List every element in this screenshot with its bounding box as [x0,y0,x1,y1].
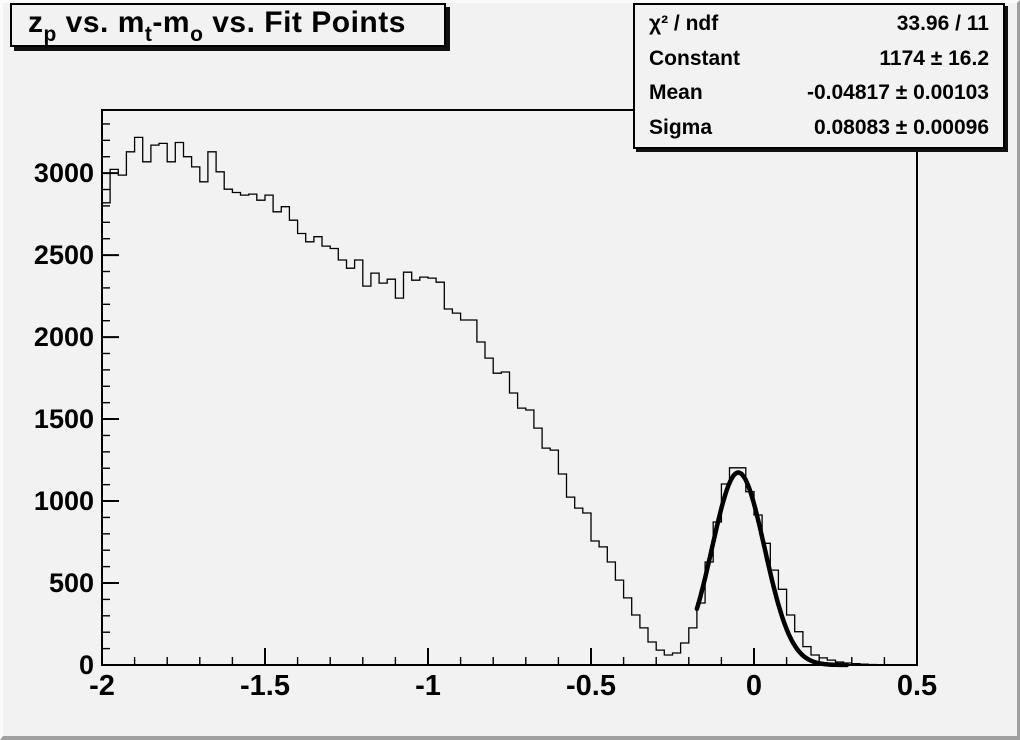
y-tick-label: 1500 [33,404,94,435]
stat-row-constant: Constant 1174 ± 16.2 [649,42,989,77]
x-tick-label: -1 [415,670,441,702]
stat-value: 0.08083 ± 0.00096 [813,115,989,139]
stat-row-mean: Mean -0.04817 ± 0.00103 [649,76,989,111]
stat-value: -0.04817 ± 0.00103 [806,81,989,105]
stat-label: Sigma [649,115,713,139]
title-box: zp vs. mt-mo vs. Fit Points [10,3,446,47]
histogram-step-line [101,136,917,666]
x-tick-label: -2 [89,670,115,702]
stat-label: Mean [649,81,703,105]
x-tick-label: -1.5 [240,670,290,702]
y-tick-label: 0 [78,650,94,680]
page-title: zp vs. mt-mo vs. Fit Points [28,5,406,46]
y-tick-label: 2000 [33,322,94,353]
stat-value: 1174 ± 16.2 [879,46,989,70]
stat-label: Constant [649,46,740,70]
y-tick-label: 3000 [33,158,94,189]
x-tick-label: 0 [745,670,763,702]
stats-box: χ² / ndf 33.96 / 11 Constant 1174 ± 16.2… [633,3,1005,149]
x-tick-label: -0.5 [566,670,616,702]
gaussian-fit-curve [694,470,850,668]
y-tick-label: 2500 [33,240,94,271]
x-tick-label: 0.5 [896,670,938,702]
histogram-plot [101,109,918,668]
stat-row-chi2: χ² / ndf 33.96 / 11 [649,7,989,42]
y-tick-label: 1000 [33,486,94,517]
stat-row-sigma: Sigma 0.08083 ± 0.00096 [649,111,989,146]
y-tick-label: 500 [48,568,94,599]
stat-value: 33.96 / 11 [896,12,989,36]
stat-label: χ² / ndf [649,12,719,36]
